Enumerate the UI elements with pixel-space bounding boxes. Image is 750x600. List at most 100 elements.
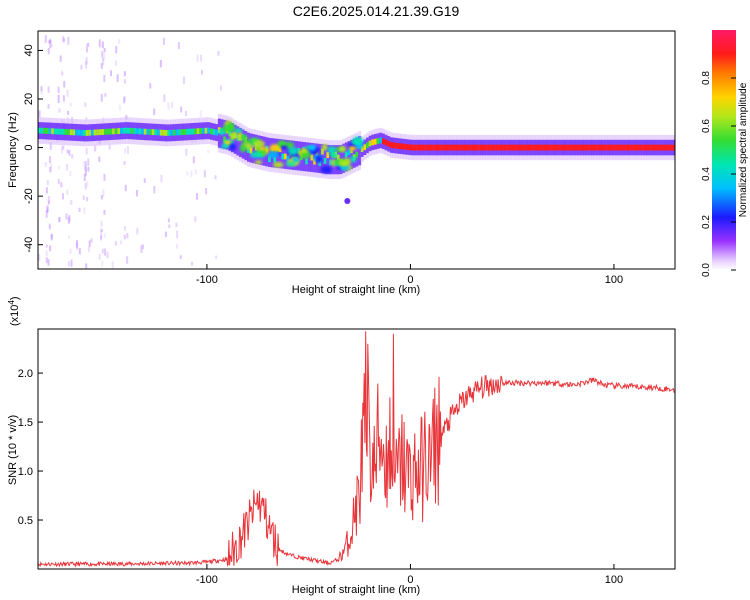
heatmap-noise-cell: [200, 70, 203, 75]
heatmap-core-cell: [418, 144, 422, 151]
heatmap-core-cell: [641, 144, 645, 151]
heatmap-core-cell: [495, 144, 499, 151]
heatmap-core-cell: [662, 144, 666, 151]
heatmap-noise-cell: [111, 261, 114, 269]
heatmap-noise-cell: [50, 43, 53, 48]
heatmap-core-cell: [56, 128, 60, 135]
heatmap-core-cell: [310, 154, 314, 161]
heatmap-blob: [272, 161, 284, 168]
heatmap-noise-cell: [63, 38, 66, 42]
heatmap-noise-cell: [98, 39, 101, 48]
heatmap-noise-cell: [199, 110, 202, 117]
heatmap-core-cell: [408, 144, 412, 151]
heatmap-noise-cell: [45, 210, 48, 218]
heatmap-core-cell: [175, 129, 179, 136]
colorbar-gradient: [712, 30, 736, 270]
heatmap-y-tick-label: 0: [23, 145, 35, 151]
heatmap-core-cell: [506, 144, 510, 151]
heatmap-x-tick-label: -100: [196, 274, 218, 286]
heatmap-core-cell: [159, 129, 163, 136]
heatmap-core-cell: [96, 129, 100, 136]
heatmap-noise-cell: [104, 93, 107, 97]
heatmap-core-cell: [387, 140, 391, 147]
heatmap-core-cell: [212, 129, 216, 135]
heatmap-core-cell: [80, 129, 84, 136]
heatmap-core-cell: [426, 144, 430, 151]
heatmap-noise-cell: [98, 156, 101, 162]
heatmap-core-cell: [551, 144, 555, 151]
heatmap-core-cell: [440, 144, 444, 151]
heatmap-core-cell: [143, 128, 147, 135]
heatmap-core-cell: [577, 144, 581, 151]
heatmap-noise-cell: [126, 256, 129, 264]
heatmap-core-cell: [413, 144, 417, 151]
heatmap-core-cell: [109, 128, 113, 135]
heatmap-core-cell: [326, 152, 330, 159]
heatmap-core-cell: [477, 144, 481, 151]
heatmap-noise-cell: [85, 147, 88, 155]
heatmap-core-cell: [442, 144, 446, 151]
colorbar-tick-label: 0.2: [701, 215, 712, 229]
heatmap-core-cell: [580, 144, 584, 151]
heatmap-core-cell: [167, 130, 171, 136]
heatmap-core-cell: [284, 153, 288, 160]
heatmap-core-cell: [204, 127, 208, 134]
heatmap-noise-cell: [100, 220, 103, 227]
heatmap-core-cell: [612, 144, 616, 151]
heatmap-noise-cell: [171, 102, 174, 108]
heatmap-core-cell: [299, 154, 303, 161]
heatmap-blob: [327, 146, 336, 155]
heatmap-noise-cell: [66, 116, 69, 121]
heatmap-x-ticks: -100 0 100: [196, 264, 623, 286]
heatmap-core-cell: [371, 139, 375, 146]
heatmap-noise-cell: [67, 235, 70, 239]
colorbar-tick-label: 0.6: [701, 119, 712, 133]
heatmap-noise-cell: [49, 166, 52, 173]
heatmap-noise-cell: [84, 182, 87, 190]
heatmap-core-cell: [479, 144, 483, 151]
heatmap-core-cell: [646, 144, 650, 151]
heatmap-core-cell: [355, 151, 359, 158]
heatmap-noise-cell: [103, 75, 106, 83]
heatmap-core-cell: [530, 144, 534, 151]
heatmap-core-cell: [77, 129, 81, 136]
heatmap-core-cell: [437, 144, 441, 151]
heatmap-core-cell: [593, 144, 597, 151]
heatmap-core-cell: [548, 144, 552, 151]
heatmap-core-cell: [336, 154, 340, 161]
heatmap-blob: [315, 155, 323, 163]
heatmap-noise-cell: [84, 166, 87, 171]
heatmap-core-cell: [199, 128, 203, 134]
snr-x-tick-label: -100: [196, 574, 218, 586]
heatmap-core-cell: [469, 144, 473, 151]
heatmap-core-cell: [474, 144, 478, 151]
heatmap-noise-cell: [167, 218, 170, 223]
heatmap-core-cell: [569, 144, 573, 151]
heatmap-core-cell: [376, 138, 380, 144]
heatmap-core-cell: [532, 144, 536, 151]
heatmap-core-cell: [400, 143, 404, 150]
heatmap-core-cell: [164, 130, 168, 136]
heatmap-noise-cell: [109, 70, 112, 77]
heatmap-core-cell: [130, 127, 134, 134]
heatmap-core-cell: [392, 142, 396, 149]
heatmap-noise-cell: [175, 222, 178, 227]
heatmap-core-cell: [249, 147, 253, 154]
heatmap-noise-cell: [62, 95, 65, 102]
heatmap-noise-cell: [194, 168, 197, 175]
heatmap-noise-cell: [86, 197, 89, 202]
heatmap-x-label: Height of straight line (km): [292, 284, 420, 296]
heatmap-core-cell: [538, 144, 542, 151]
heatmap-noise-cell: [45, 250, 48, 257]
heatmap-noise-cell: [63, 80, 66, 88]
heatmap-noise-cell: [87, 246, 90, 252]
heatmap-noise-cell: [85, 117, 88, 121]
heatmap-band-cell: [286, 140, 290, 170]
heatmap-core-cell: [141, 128, 145, 135]
heatmap-noise-cell: [214, 175, 217, 180]
heatmap-core-cell: [511, 144, 515, 151]
heatmap-core-cell: [625, 144, 629, 151]
heatmap-core-cell: [120, 127, 124, 134]
heatmap-core-cell: [622, 144, 626, 151]
heatmap-noise-cell: [143, 178, 146, 183]
